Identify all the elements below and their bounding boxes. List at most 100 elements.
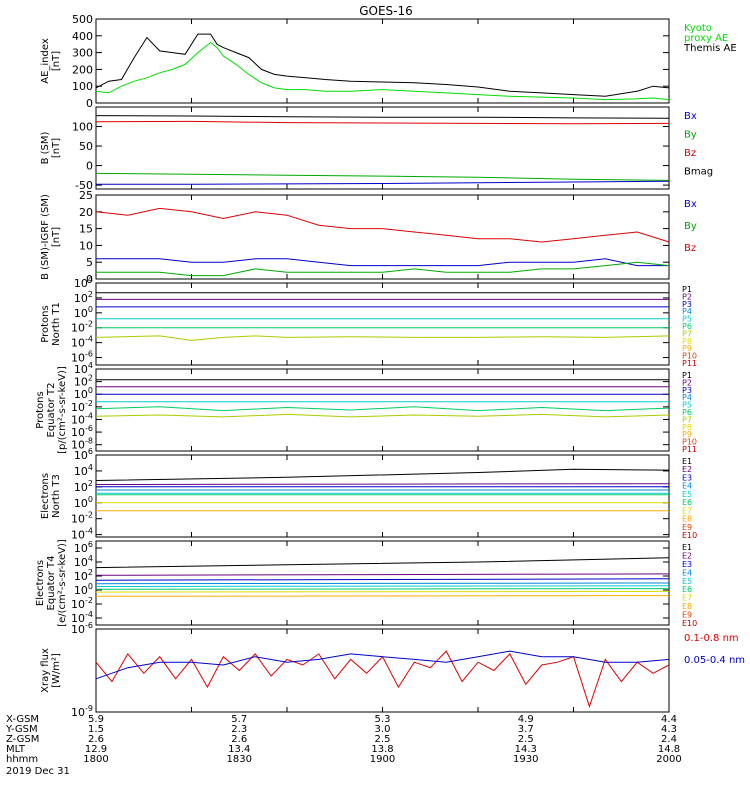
legend-entry: E8 bbox=[682, 515, 692, 524]
x-row-value: 1830 bbox=[227, 754, 252, 765]
y-tick-label: 50 bbox=[79, 140, 93, 153]
x-row-value: 3.0 bbox=[375, 724, 391, 735]
y-tick-exponent: 0 bbox=[88, 582, 93, 591]
x-row-label: hhmm bbox=[6, 754, 38, 765]
y-tick-exponent: 2 bbox=[88, 568, 93, 577]
y-tick-label: 10-6 bbox=[71, 621, 93, 636]
y-tick-exponent: -2 bbox=[85, 320, 93, 329]
y-tick-exponent: -4 bbox=[85, 527, 93, 536]
series-e1 bbox=[95, 468, 670, 481]
y-tick-exponent: 4 bbox=[88, 361, 93, 370]
y-tick-label: 104 bbox=[74, 554, 93, 569]
series-bx bbox=[96, 258, 669, 267]
panel-frame bbox=[95, 194, 670, 280]
legend-entry: P10 bbox=[682, 438, 697, 447]
y-tick-label: 100 bbox=[72, 121, 93, 134]
y-tick-label: 10-2 bbox=[71, 596, 93, 611]
legend-entry: E10 bbox=[682, 531, 697, 540]
y-tick-label: 100 bbox=[74, 305, 93, 320]
y-tick-label: 100 bbox=[74, 582, 93, 597]
legend-entry: E1 bbox=[682, 457, 692, 466]
legend-entry: P7 bbox=[682, 329, 692, 338]
date-label: 2019 Dec 31 bbox=[6, 766, 70, 777]
y-tick-exponent: 0 bbox=[88, 495, 93, 504]
y-tick-label: 100 bbox=[74, 495, 93, 510]
y-tick-exponent: -4 bbox=[85, 335, 93, 344]
y-axis-label: B (SM)-IGRF (SM) bbox=[40, 194, 51, 280]
series-bz bbox=[95, 207, 670, 243]
legend-entry: P7 bbox=[682, 415, 692, 424]
y-axis-label: North T1 bbox=[51, 302, 62, 346]
legend-entry: E8 bbox=[682, 602, 692, 611]
y-axis-label: Electrons bbox=[40, 473, 51, 519]
x-row-value: 2.6 bbox=[88, 734, 104, 745]
x-row-value: 5.3 bbox=[375, 714, 391, 725]
y-axis-label: Protons bbox=[35, 391, 46, 428]
y-axis-label: [nT] bbox=[51, 51, 62, 71]
legend-entry: E9 bbox=[682, 523, 692, 532]
x-row-value: 1900 bbox=[370, 754, 395, 765]
legend-entry: Bz bbox=[684, 148, 696, 159]
y-tick-exponent: 0 bbox=[88, 305, 93, 314]
series-by bbox=[95, 172, 670, 181]
legend-entry: P5 bbox=[682, 315, 692, 324]
legend-entry: P3 bbox=[682, 386, 692, 395]
legend-entry: E2 bbox=[682, 465, 692, 474]
x-row-value: 5.7 bbox=[231, 714, 247, 725]
series-e2 bbox=[95, 573, 670, 576]
y-tick-label: 102 bbox=[74, 479, 93, 494]
y-axis-label: Equator T2 bbox=[46, 383, 57, 438]
legend-entry: Bmag bbox=[684, 167, 713, 178]
x-row-value: 2.6 bbox=[231, 734, 247, 745]
legend-entry: proxy AE bbox=[684, 33, 728, 44]
legend-entry: Bz bbox=[684, 243, 696, 254]
y-tick-label: 104 bbox=[74, 275, 93, 290]
legend-entry: E4 bbox=[682, 568, 692, 577]
y-tick-exponent: 6 bbox=[88, 447, 93, 456]
legend-entry: P3 bbox=[682, 300, 692, 309]
y-tick-exponent: 2 bbox=[88, 290, 93, 299]
y-tick-label: 10-2 bbox=[71, 511, 93, 526]
legend-entry: E3 bbox=[682, 560, 692, 569]
x-row-value: 4.3 bbox=[661, 724, 677, 735]
y-tick-label: 10-4 bbox=[71, 335, 93, 350]
legend-entry: E6 bbox=[682, 498, 692, 507]
panel-frame bbox=[95, 282, 670, 366]
legend-entry: E10 bbox=[682, 619, 697, 628]
legend-entry: By bbox=[684, 221, 697, 232]
x-row-label: Z-GSM bbox=[6, 734, 39, 745]
legend-entry: E7 bbox=[682, 594, 692, 603]
y-tick-exponent: 4 bbox=[88, 275, 93, 284]
y-tick-exponent: -8 bbox=[85, 437, 93, 446]
legend-entry: E9 bbox=[682, 611, 692, 620]
legend-entry: Bx bbox=[684, 199, 697, 210]
panel-2: -50 0 50 100 B (SM) [nT] Bx By Bz Bmag bbox=[40, 106, 713, 192]
y-tick-label: 400 bbox=[72, 30, 93, 43]
series-bmag bbox=[95, 115, 670, 119]
series-bz bbox=[95, 120, 670, 125]
legend-entry: E6 bbox=[682, 585, 692, 594]
y-tick-exponent: -4 bbox=[85, 610, 93, 619]
series-kyoto-proxy-ae bbox=[95, 41, 670, 101]
legend-entry: By bbox=[684, 130, 697, 141]
legend-entry: E1 bbox=[682, 543, 692, 552]
series-e7 bbox=[95, 590, 670, 593]
legend-entry: Kyoto bbox=[684, 23, 712, 34]
legend-entry: P11 bbox=[682, 359, 697, 368]
figure-title: GOES-16 bbox=[359, 4, 413, 18]
legend-entry: 0.1-0.8 nm bbox=[684, 633, 739, 644]
y-tick-label: 0 bbox=[86, 97, 93, 110]
legend-entry: P8 bbox=[682, 337, 692, 346]
y-tick-exponent: -6 bbox=[85, 424, 93, 433]
y-axis-label: [e/(cm²-s-sr-keV)] bbox=[57, 539, 68, 627]
legend-entry: P9 bbox=[682, 344, 692, 353]
legend-entry: P1 bbox=[682, 371, 692, 380]
x-row-value: 2.4 bbox=[661, 734, 677, 745]
legend-entry: P11 bbox=[682, 445, 697, 454]
